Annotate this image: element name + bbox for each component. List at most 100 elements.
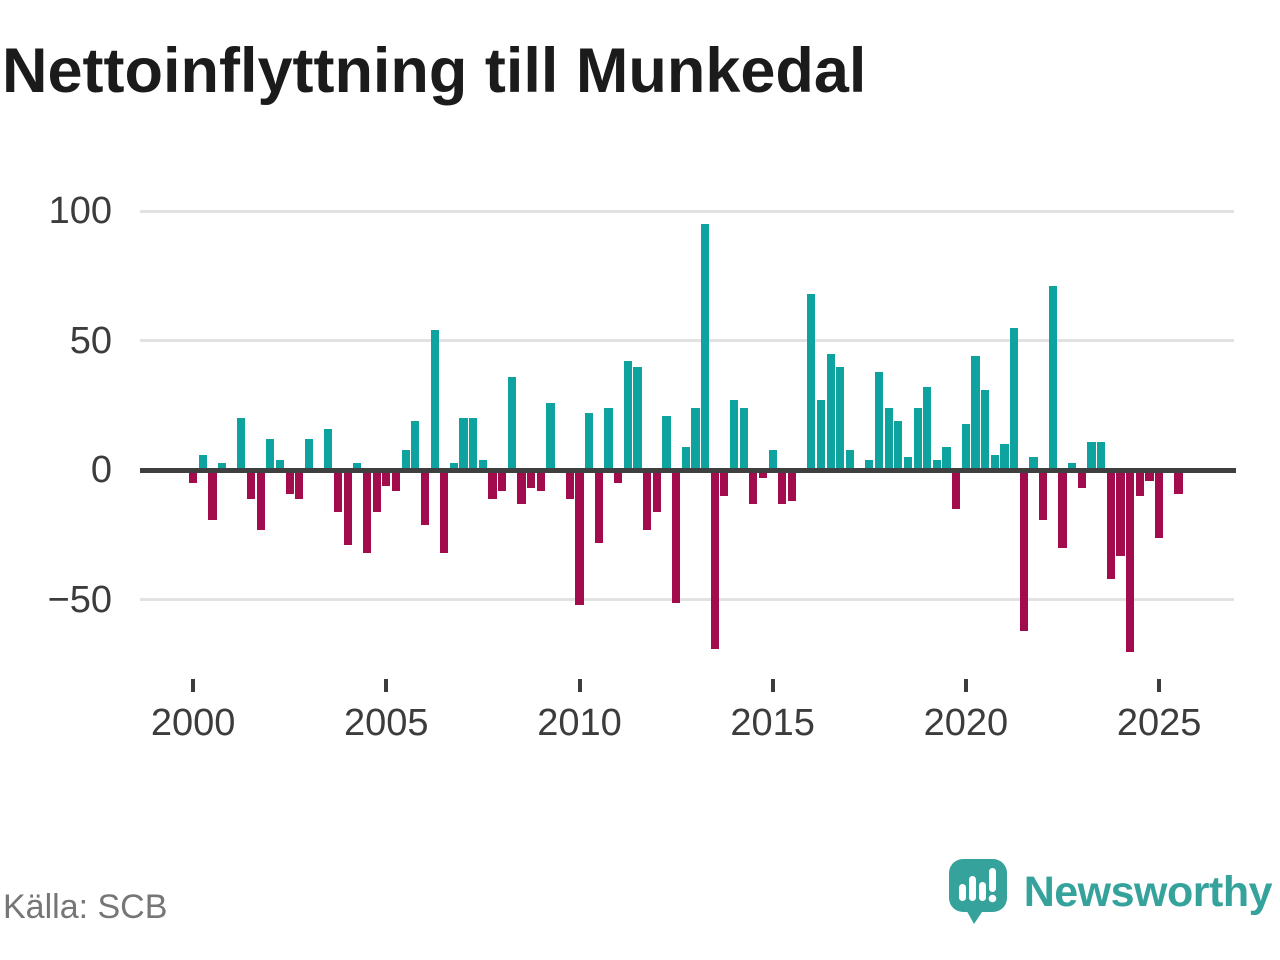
bar-2001-q3 (246, 470, 256, 499)
bar-2011-q2 (623, 361, 632, 471)
bar-2010-q1 (575, 470, 584, 606)
y-axis-tick-label: −50 (47, 578, 112, 621)
x-axis-tick-label: 2025 (1116, 702, 1202, 744)
bar-2007-q2 (469, 418, 478, 471)
bar-2009-q4 (565, 470, 574, 499)
bar-2006-q2 (430, 330, 439, 471)
bar-2022-q2 (1048, 286, 1057, 471)
bar-2018-q4 (913, 408, 922, 471)
bar-2014-q1 (729, 400, 739, 471)
bar-2002-q1 (266, 439, 275, 471)
bar-2014-q3 (749, 470, 758, 504)
bar-2003-q3 (324, 428, 333, 471)
bar-2011-q4 (643, 470, 652, 530)
bar-2008-q2 (507, 376, 516, 471)
bar-2004-q2 (353, 462, 362, 471)
bar-2008-q4 (527, 470, 536, 489)
bar-2007-q3 (478, 459, 487, 471)
bar-2020-q2 (971, 356, 980, 471)
bar-2004-q4 (372, 470, 381, 512)
bar-2013-q4 (720, 470, 729, 497)
y-gridline (140, 209, 1234, 213)
bar-2016-q4 (836, 366, 845, 471)
x-axis-tick (770, 679, 775, 692)
bar-2015-q1 (768, 449, 777, 471)
bar-2013-q2 (700, 223, 710, 471)
bar-2023-q2 (1087, 441, 1096, 471)
x-axis-tick (191, 679, 196, 692)
chart-title: Nettoinflyttning till Munkedal (2, 36, 867, 106)
bar-2000-q4 (217, 462, 227, 471)
bar-2016-q3 (826, 353, 835, 471)
y-gridline (140, 598, 1234, 602)
bar-2012-q3 (672, 470, 681, 603)
bar-2019-q3 (942, 446, 951, 471)
bar-2015-q3 (787, 470, 797, 502)
bar-2005-q4 (411, 421, 420, 471)
bar-2018-q3 (903, 457, 913, 471)
bar-2010-q3 (594, 470, 603, 543)
bar-2023-q4 (1106, 470, 1115, 580)
bar-2023-q3 (1097, 441, 1106, 471)
bar-2000-q1 (189, 470, 198, 484)
bar-2021-q1 (1000, 444, 1009, 471)
bar-2014-q4 (758, 470, 768, 479)
bar-2017-q1 (845, 449, 855, 471)
bar-2020-q1 (961, 423, 970, 471)
bar-2005-q2 (391, 470, 401, 492)
bar-2005-q3 (401, 449, 410, 471)
bar-2004-q1 (343, 470, 352, 546)
bar-2012-q4 (681, 446, 690, 471)
bar-2022-q3 (1058, 470, 1067, 549)
bar-2014-q2 (739, 408, 748, 471)
bar-2019-q2 (932, 459, 941, 471)
bar-2006-q1 (420, 470, 430, 525)
bar-2012-q2 (662, 415, 671, 471)
bar-2023-q1 (1077, 470, 1086, 489)
y-axis-tick-label: 0 (90, 449, 112, 492)
bar-2019-q4 (952, 470, 961, 510)
bar-2011-q1 (614, 470, 623, 484)
bar-2000-q3 (208, 470, 217, 520)
bar-2007-q1 (459, 418, 468, 471)
bar-2018-q1 (884, 408, 893, 471)
bar-2017-q3 (865, 459, 874, 471)
bar-2024-q3 (1135, 470, 1144, 497)
bar-2001-q4 (256, 470, 265, 530)
bar-2020-q4 (990, 454, 999, 471)
bar-2022-q1 (1039, 470, 1048, 520)
bar-2015-q2 (778, 470, 787, 504)
bar-2002-q3 (285, 470, 294, 494)
bar-2009-q1 (536, 470, 545, 492)
newsworthy-logo-icon (948, 859, 1007, 924)
x-axis-tick-label: 2015 (730, 702, 815, 744)
bar-2013-q1 (691, 408, 700, 471)
bar-2003-q4 (333, 470, 343, 512)
bar-2013-q3 (710, 470, 719, 650)
bar-2025-q3 (1174, 470, 1183, 494)
bar-2024-q2 (1126, 470, 1135, 652)
bar-2016-q1 (807, 293, 816, 471)
bar-2021-q4 (1029, 457, 1038, 471)
bar-2002-q2 (275, 459, 285, 471)
x-axis-tick (384, 679, 389, 692)
x-axis-tick (577, 679, 582, 692)
bar-2017-q4 (874, 371, 884, 471)
x-axis-tick (963, 679, 968, 692)
y-axis-tick-label: 100 (48, 190, 112, 232)
bar-2016-q2 (816, 400, 826, 471)
bar-2010-q2 (585, 413, 594, 471)
zero-axis-line (140, 467, 1236, 473)
y-gridline (140, 339, 1234, 343)
bar-2025-q1 (1155, 470, 1164, 538)
bar-2002-q4 (295, 470, 304, 499)
bar-2000-q2 (198, 454, 207, 471)
bar-2019-q1 (923, 387, 932, 471)
x-axis-tick (1157, 679, 1162, 692)
bar-2022-q4 (1068, 462, 1077, 471)
brand-footer: Newsworthy (947, 858, 1273, 926)
x-axis-tick-label: 2010 (537, 702, 622, 744)
source-attribution: Källa: SCB (3, 888, 168, 926)
bar-2012-q1 (652, 470, 661, 512)
